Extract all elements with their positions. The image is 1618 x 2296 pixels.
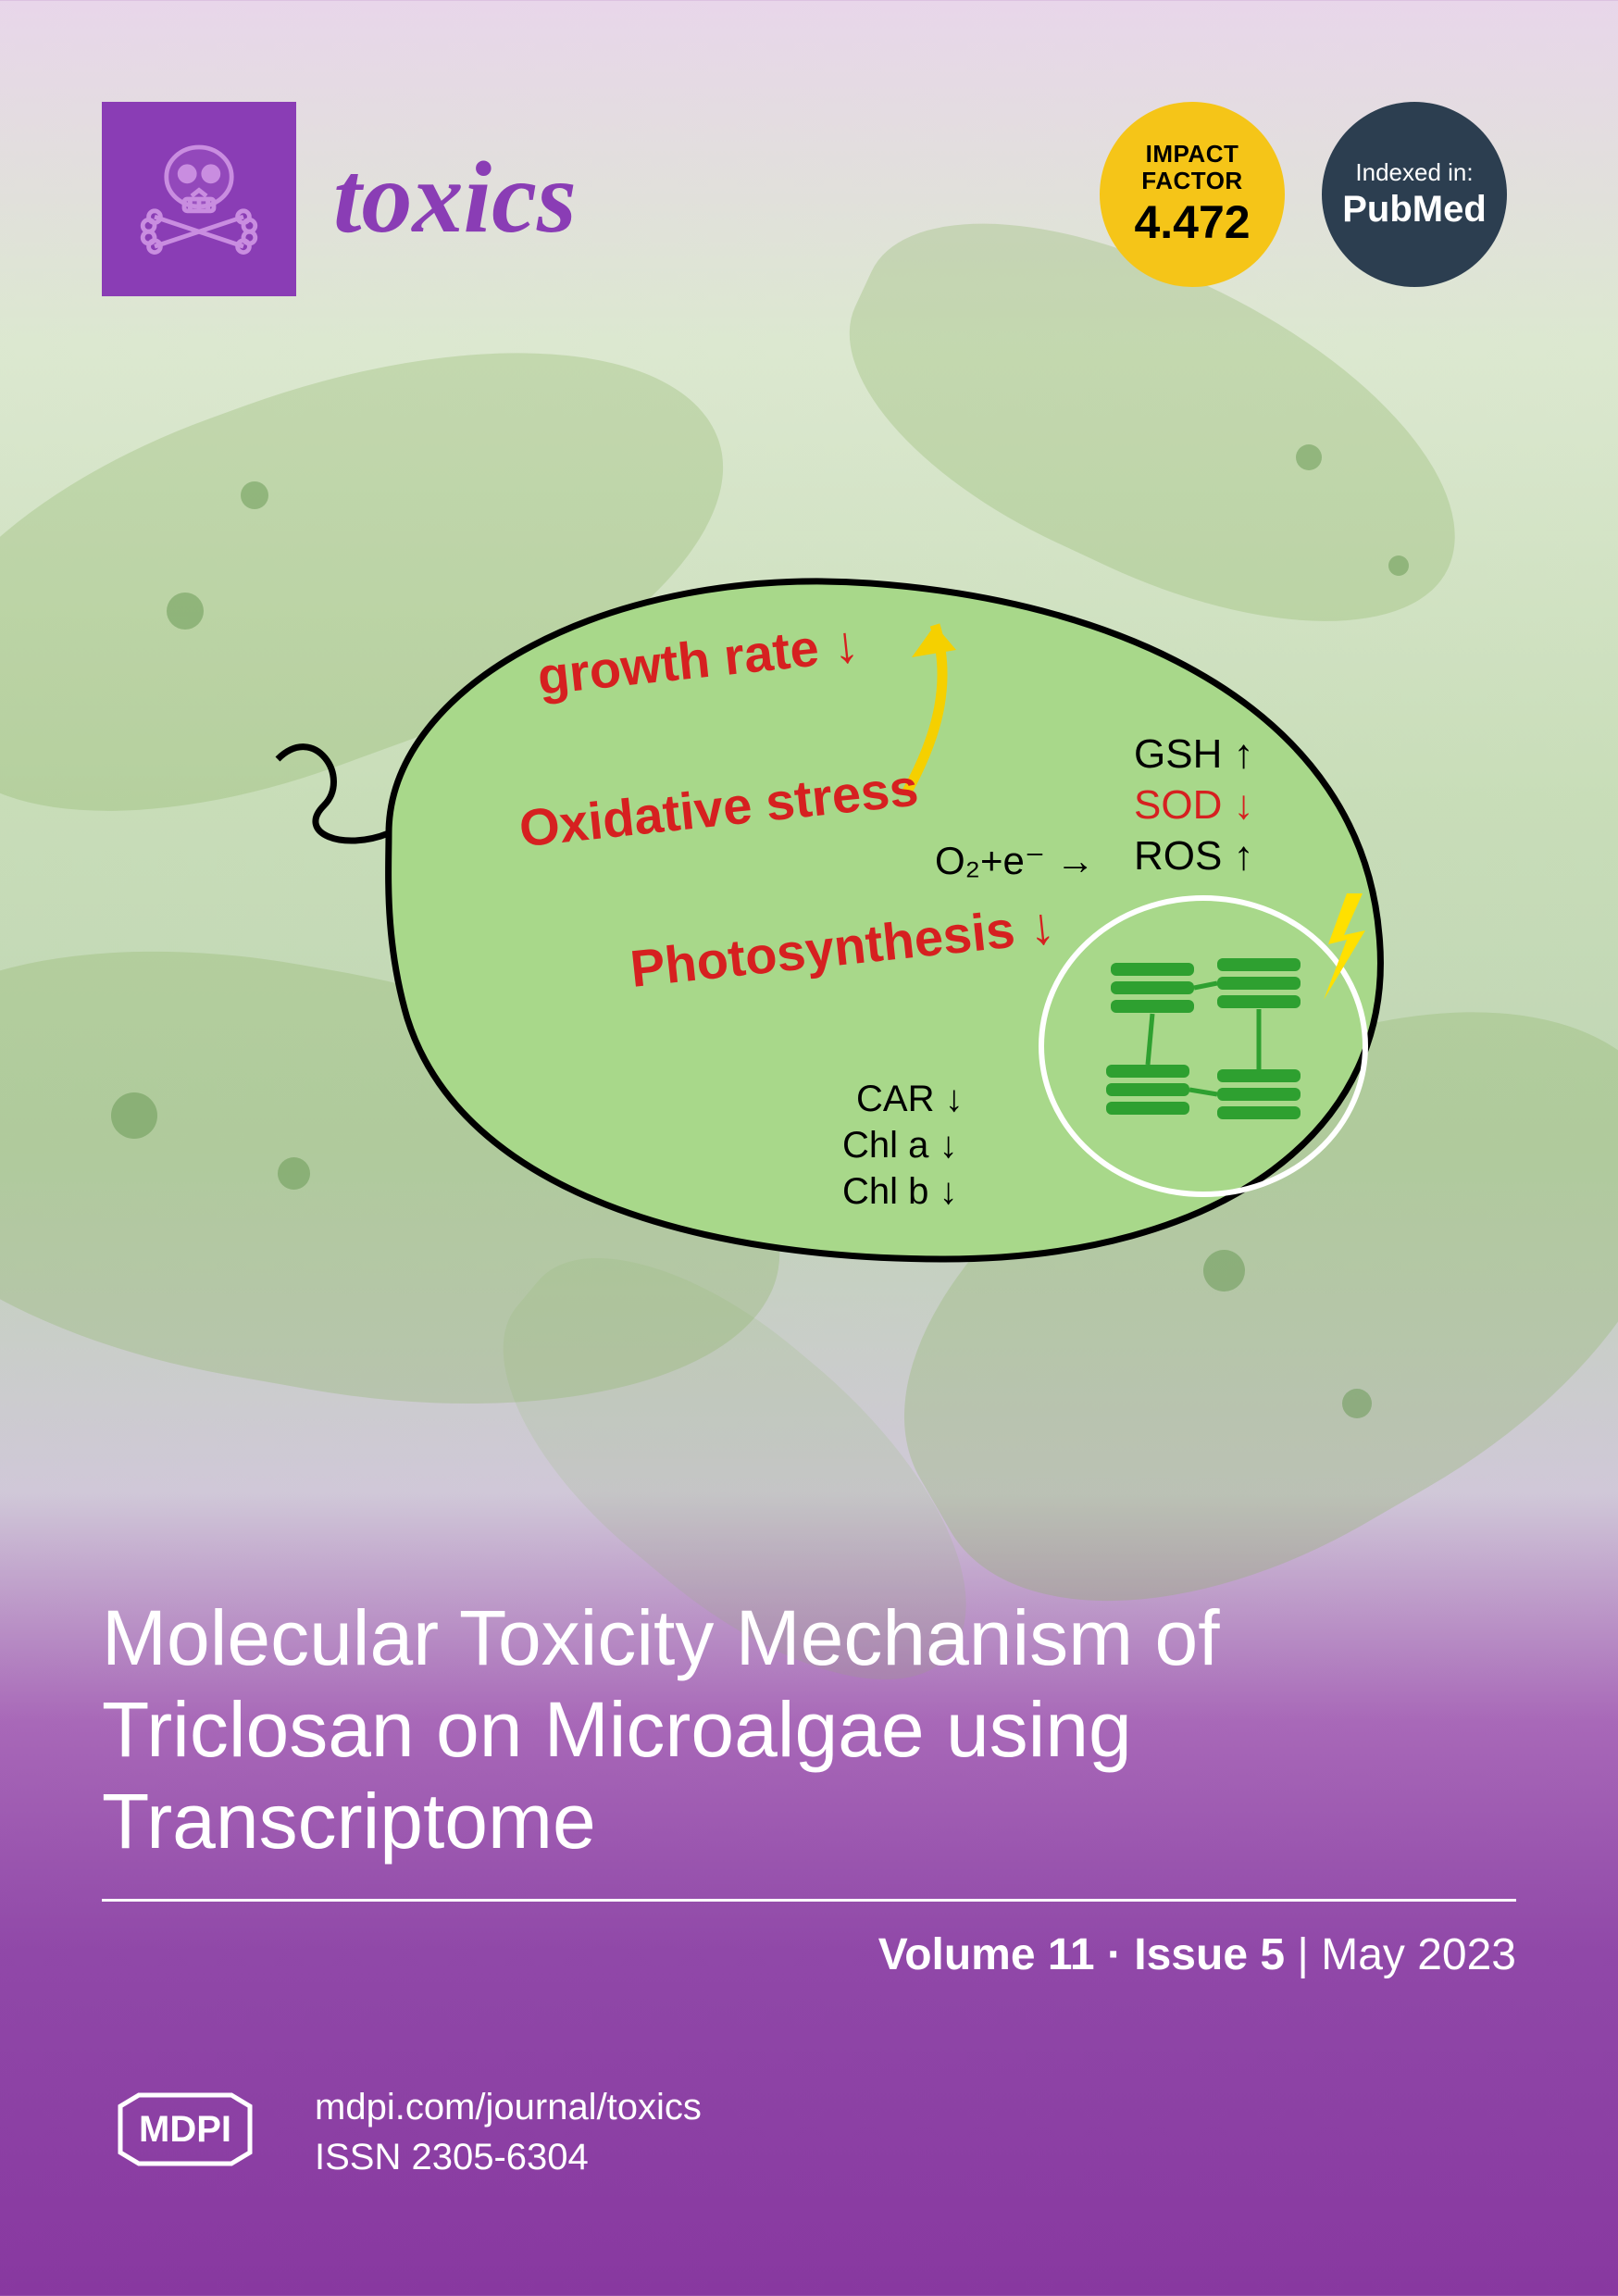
bg-dot — [1296, 444, 1322, 470]
reaction-label: O₂+e⁻ → — [935, 838, 1095, 883]
issue-date: May 2023 — [1321, 1930, 1516, 1979]
if-label1: IMPACT — [1146, 141, 1239, 168]
car-label: CAR ↓ — [856, 1079, 964, 1120]
sod-label: SOD ↓ — [1134, 782, 1254, 829]
ros-label: ROS ↑ — [1134, 833, 1254, 880]
footer-text: mdpi.com/journal/toxics ISSN 2305-6304 — [315, 2082, 702, 2182]
if-value: 4.472 — [1134, 197, 1250, 248]
flagellum — [278, 747, 389, 841]
title-block: Molecular Toxicity Mechanism of Triclosa… — [102, 1592, 1516, 1980]
footer-url: mdpi.com/journal/toxics — [315, 2082, 702, 2132]
volume-issue: Volume 11 · Issue 5 — [878, 1930, 1285, 1979]
indexed-label: Indexed in: — [1355, 159, 1473, 186]
chla-label: Chl a ↓ — [842, 1125, 958, 1167]
bg-dot — [111, 1092, 157, 1139]
chlb-label: Chl b ↓ — [842, 1171, 958, 1213]
article-title: Molecular Toxicity Mechanism of Triclosa… — [102, 1592, 1516, 1902]
indexed-badge: Indexed in: PubMed — [1322, 102, 1507, 287]
footer-issn: ISSN 2305-6304 — [315, 2132, 702, 2182]
bg-dot — [1342, 1389, 1372, 1418]
if-label2: FACTOR — [1141, 168, 1242, 194]
indexed-value: PubMed — [1342, 189, 1487, 230]
issue-line: Volume 11 · Issue 5 | May 2023 — [102, 1929, 1516, 1980]
journal-logo-box — [102, 102, 296, 296]
footer: MDPI mdpi.com/journal/toxics ISSN 2305-6… — [102, 2078, 702, 2185]
svg-text:MDPI: MDPI — [139, 2109, 231, 2150]
gsh-label: GSH ↑ — [1134, 731, 1254, 778]
bg-dot — [167, 593, 204, 630]
skull-crossbones-icon — [125, 125, 273, 273]
mdpi-logo: MDPI — [102, 2078, 268, 2185]
impact-factor-badge: IMPACT FACTOR 4.472 — [1100, 102, 1285, 287]
journal-name: toxics — [333, 139, 577, 256]
